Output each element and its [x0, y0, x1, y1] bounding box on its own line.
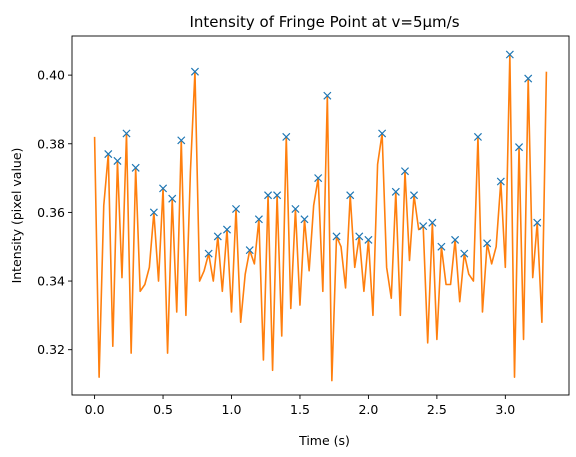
chart-title: Intensity of Fringe Point at v=5μm/s [189, 13, 459, 31]
y-tick-label: 0.36 [37, 205, 65, 220]
y-axis-label: Intensity (pixel value) [9, 148, 24, 284]
x-tick-label: 2.5 [427, 402, 447, 417]
x-tick-label: 3.0 [495, 402, 515, 417]
x-tick-label: 1.5 [290, 402, 310, 417]
x-axis-label: Time (s) [298, 433, 350, 448]
y-tick-label: 0.38 [37, 136, 65, 151]
y-tick-label: 0.40 [37, 68, 65, 83]
x-tick-label: 0.5 [153, 402, 173, 417]
x-tick-label: 2.0 [358, 402, 378, 417]
y-tick-label: 0.32 [37, 342, 65, 357]
y-tick-label: 0.34 [37, 274, 65, 289]
x-tick-label: 0.0 [85, 402, 105, 417]
x-tick-label: 1.0 [222, 402, 242, 417]
